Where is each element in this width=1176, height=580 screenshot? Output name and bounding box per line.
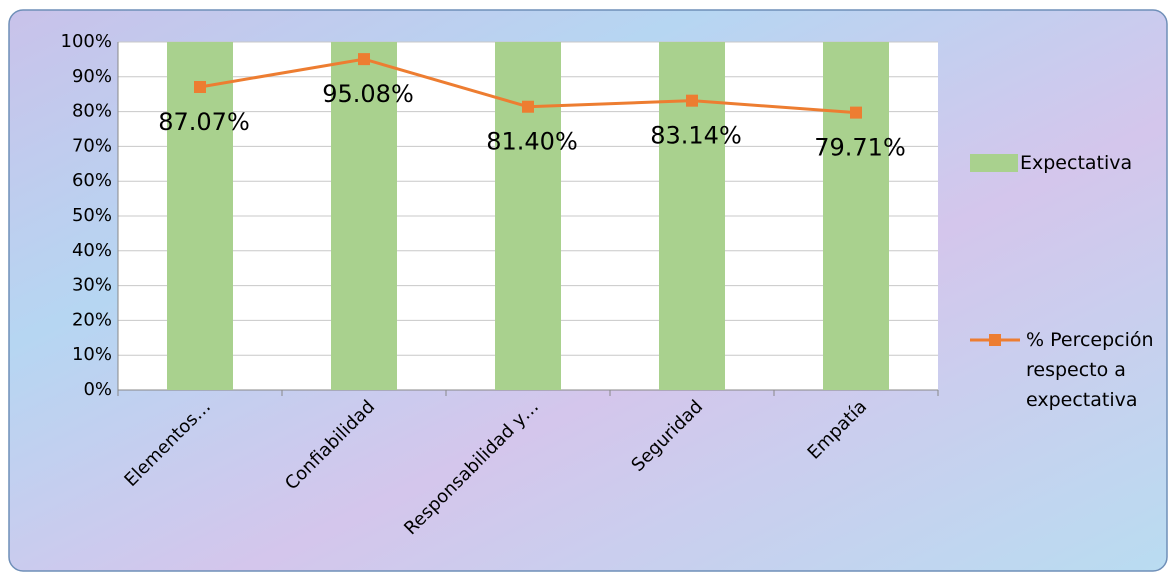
y-tick-label: 90%: [72, 66, 112, 87]
y-tick-label: 80%: [72, 101, 112, 122]
data-label: 95.08%: [322, 80, 414, 108]
y-tick-label: 70%: [72, 135, 112, 156]
bar: [823, 42, 889, 390]
y-tick-label: 100%: [61, 31, 112, 52]
bar: [495, 42, 561, 390]
marker: [358, 53, 370, 66]
y-tick-label: 10%: [72, 344, 112, 365]
bar: [167, 42, 233, 390]
data-label: 83.14%: [650, 122, 742, 150]
y-tick-label: 50%: [72, 205, 112, 226]
y-tick-label: 0%: [83, 379, 112, 400]
y-tick-label: 40%: [72, 240, 112, 261]
legend-key: [970, 154, 1018, 172]
y-tick-label: 30%: [72, 275, 112, 296]
data-label: 87.07%: [158, 108, 250, 136]
y-tick-label: 20%: [72, 309, 112, 330]
data-label: 79.71%: [814, 134, 906, 162]
marker: [686, 94, 698, 107]
legend-label: % Percepción respecto a expectativa: [1026, 329, 1154, 411]
legend-key: [989, 334, 1001, 346]
data-label: 81.40%: [486, 128, 578, 156]
marker: [850, 106, 862, 119]
y-tick-label: 60%: [72, 170, 112, 191]
bar: [331, 42, 397, 390]
legend-label: Expectativa: [1020, 152, 1133, 174]
marker: [522, 100, 534, 113]
marker: [194, 80, 206, 93]
bar: [659, 42, 725, 390]
